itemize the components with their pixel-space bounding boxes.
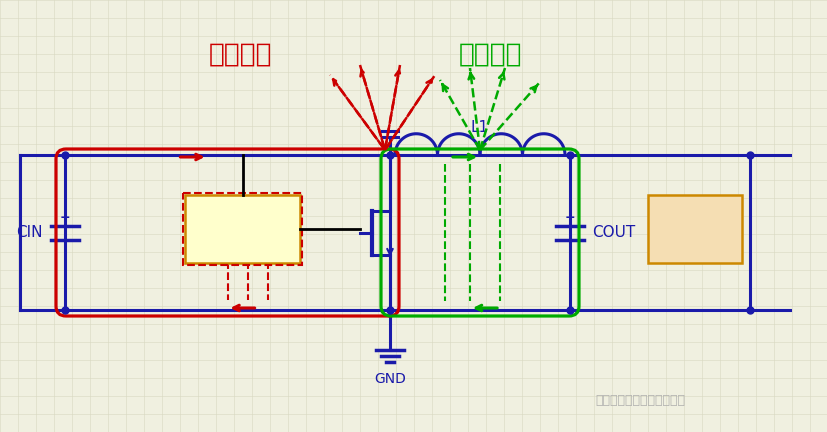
FancyBboxPatch shape (648, 194, 742, 263)
Text: GND: GND (374, 372, 406, 386)
Text: CIN: CIN (17, 225, 43, 240)
Text: 控制电路: 控制电路 (222, 219, 262, 238)
FancyBboxPatch shape (185, 194, 300, 263)
Text: +: + (60, 211, 70, 224)
Text: 西安容冠电磁科技有限公司: 西安容冠电磁科技有限公司 (595, 394, 685, 407)
Text: 负载: 负载 (683, 219, 707, 238)
Text: COUT: COUT (592, 225, 635, 240)
Text: 输入环路: 输入环路 (208, 42, 272, 68)
Text: L1: L1 (471, 120, 489, 134)
Text: 输出环路: 输出环路 (458, 42, 522, 68)
Text: +: + (565, 211, 576, 224)
